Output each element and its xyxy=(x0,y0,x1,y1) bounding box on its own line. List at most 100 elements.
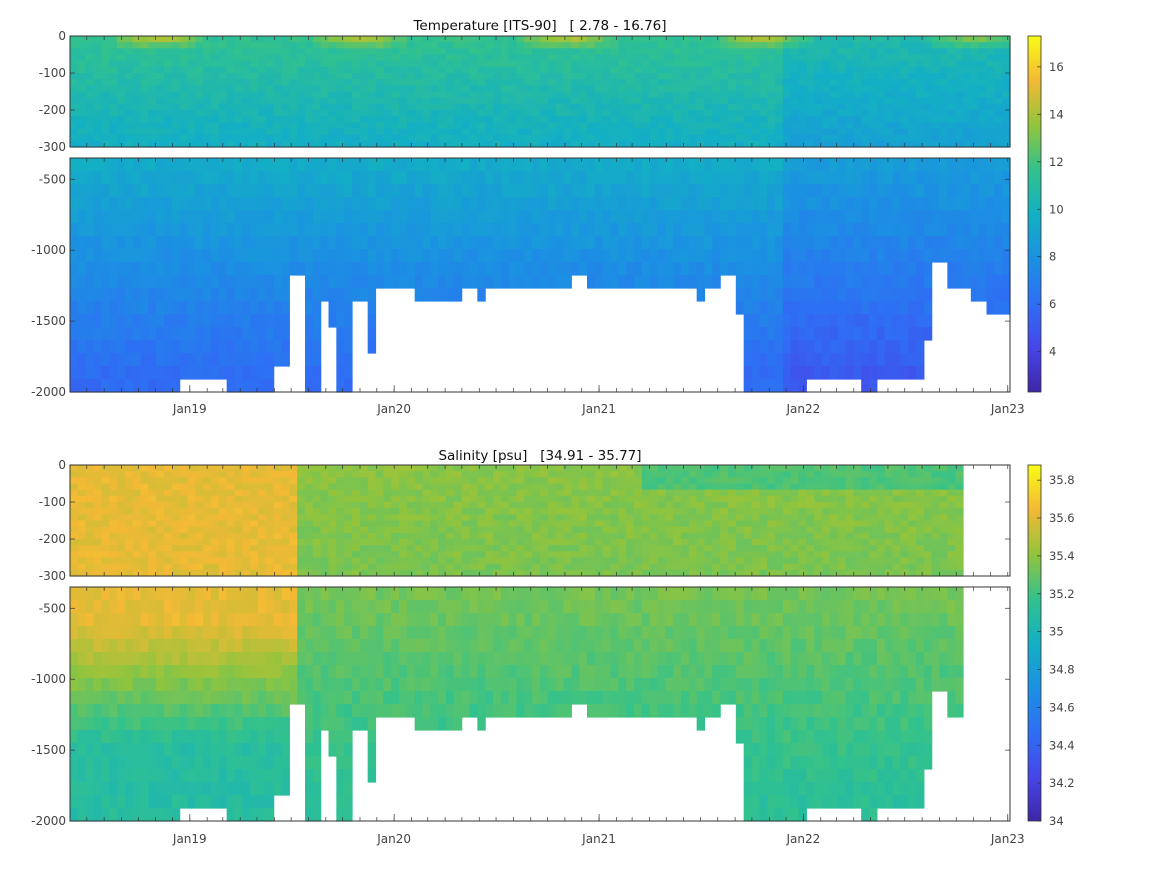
heatmap-cell xyxy=(359,465,369,472)
heatmap-cell xyxy=(312,551,322,559)
heatmap-cell xyxy=(281,514,290,522)
heatmap-cell xyxy=(446,477,455,485)
heatmap-cell xyxy=(822,134,831,142)
heatmap-cell xyxy=(681,197,690,211)
heatmap-cell xyxy=(822,36,831,43)
heatmap-cell xyxy=(884,134,894,142)
heatmap-cell xyxy=(305,520,314,528)
heatmap-cell xyxy=(383,60,392,68)
heatmap-cell xyxy=(336,366,345,380)
heatmap-cell xyxy=(226,301,236,315)
heatmap-cell xyxy=(594,79,604,86)
heatmap-cell xyxy=(775,171,784,185)
heatmap-cell xyxy=(234,353,243,367)
heatmap-cell xyxy=(383,140,392,148)
heatmap-cell xyxy=(720,223,729,237)
heatmap-cell xyxy=(947,134,956,142)
heatmap-cell xyxy=(179,103,189,111)
heatmap-cell xyxy=(218,477,228,485)
heatmap-cell xyxy=(375,91,384,99)
heatmap-cell xyxy=(148,314,157,328)
heatmap-cell xyxy=(900,48,909,56)
heatmap-cell xyxy=(626,97,635,105)
heatmap-cell xyxy=(775,128,784,136)
heatmap-cell xyxy=(383,73,392,80)
heatmap-cell xyxy=(281,288,290,302)
heatmap-cell xyxy=(258,103,267,111)
heatmap-cell xyxy=(563,66,572,74)
heatmap-cell xyxy=(336,140,345,148)
heatmap-cell xyxy=(547,60,557,68)
heatmap-cell xyxy=(712,128,721,136)
heatmap-cell xyxy=(265,539,275,546)
heatmap-cell xyxy=(829,236,839,250)
heatmap-cell xyxy=(743,73,753,80)
heatmap-cell xyxy=(500,171,510,185)
heatmap-cell xyxy=(117,514,126,522)
heatmap-cell xyxy=(328,91,337,99)
heatmap-cell xyxy=(281,85,290,93)
heatmap-cell xyxy=(273,197,283,211)
heatmap-cell xyxy=(250,223,259,237)
heatmap-cell xyxy=(970,66,980,74)
heatmap-cell xyxy=(383,97,392,105)
heatmap-cell xyxy=(594,128,604,136)
heatmap-cell xyxy=(1002,79,1011,86)
heatmap-cell xyxy=(790,236,800,250)
heatmap-cell xyxy=(289,262,298,276)
heatmap-cell xyxy=(775,327,784,341)
heatmap-cell xyxy=(493,223,502,237)
heatmap-cell xyxy=(109,557,118,565)
heatmap-cell xyxy=(555,210,565,224)
heatmap-cell xyxy=(359,66,369,74)
heatmap-cell xyxy=(759,353,768,367)
heatmap-cell xyxy=(430,116,439,123)
heatmap-cell xyxy=(681,158,690,172)
heatmap-cell xyxy=(375,465,384,472)
heatmap-cell xyxy=(916,288,925,302)
heatmap-cell xyxy=(109,353,118,367)
heatmap-cell xyxy=(493,116,502,123)
heatmap-cell xyxy=(916,314,925,328)
heatmap-cell xyxy=(1002,122,1011,130)
heatmap-cell xyxy=(430,134,439,142)
heatmap-cell xyxy=(117,42,126,49)
heatmap-cell xyxy=(947,275,956,289)
heatmap-cell xyxy=(399,262,408,276)
heatmap-cell xyxy=(234,249,243,263)
heatmap-cell xyxy=(265,489,275,497)
heatmap-cell xyxy=(352,48,361,56)
heatmap-cell xyxy=(814,197,823,211)
heatmap-cell xyxy=(399,110,408,117)
heatmap-cell xyxy=(320,489,330,497)
heatmap-cell xyxy=(124,110,134,117)
heatmap-cell xyxy=(994,158,1003,172)
heatmap-cell xyxy=(70,97,79,105)
heatmap-cell xyxy=(265,122,275,130)
heatmap-cell xyxy=(908,42,917,49)
heatmap-cell xyxy=(696,48,706,56)
heatmap-cell xyxy=(563,60,572,68)
heatmap-cell xyxy=(994,171,1003,185)
heatmap-cell xyxy=(179,483,189,491)
heatmap-cell xyxy=(250,110,259,117)
heatmap-cell xyxy=(594,158,604,172)
heatmap-cell xyxy=(336,91,345,99)
heatmap-cell xyxy=(234,184,243,198)
heatmap-cell xyxy=(250,42,259,49)
heatmap-cell xyxy=(986,122,995,130)
heatmap-cell xyxy=(85,477,95,485)
heatmap-cell xyxy=(234,520,243,528)
heatmap-cell xyxy=(806,158,815,172)
heatmap-cell xyxy=(453,171,463,185)
heatmap-cell xyxy=(947,42,956,49)
heatmap-cell xyxy=(117,340,126,354)
heatmap-cell xyxy=(336,379,345,393)
heatmap-cell xyxy=(681,103,690,111)
heatmap-cell xyxy=(117,48,126,56)
heatmap-cell xyxy=(422,103,431,111)
heatmap-cell xyxy=(641,236,651,250)
heatmap-cell xyxy=(273,158,283,172)
heatmap-cell xyxy=(477,210,486,224)
heatmap-cell xyxy=(132,103,142,111)
